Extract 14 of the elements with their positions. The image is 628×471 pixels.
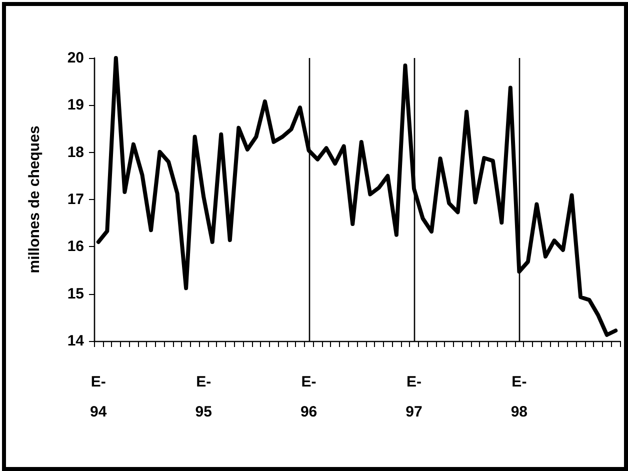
y-tick-label: 20	[67, 50, 84, 66]
x-tick-label: E- 97	[406, 374, 422, 420]
y-axis-title: millones de cheques	[26, 126, 43, 274]
line-series	[96, 56, 618, 337]
x-tick-label: E- 94	[90, 374, 108, 420]
y-tick-label: 16	[67, 238, 84, 256]
x-tick-label: E- 98	[510, 374, 528, 420]
x-tick-label: E- 95	[195, 374, 212, 420]
y-tick-label: 19	[67, 96, 84, 114]
x-tick-label: E- 96	[300, 374, 318, 420]
y-tick-label: 18	[67, 144, 84, 161]
y-tick-label: 17	[67, 191, 84, 208]
y-tick-label: 14	[67, 332, 85, 350]
y-tick-label: 15	[67, 285, 84, 302]
